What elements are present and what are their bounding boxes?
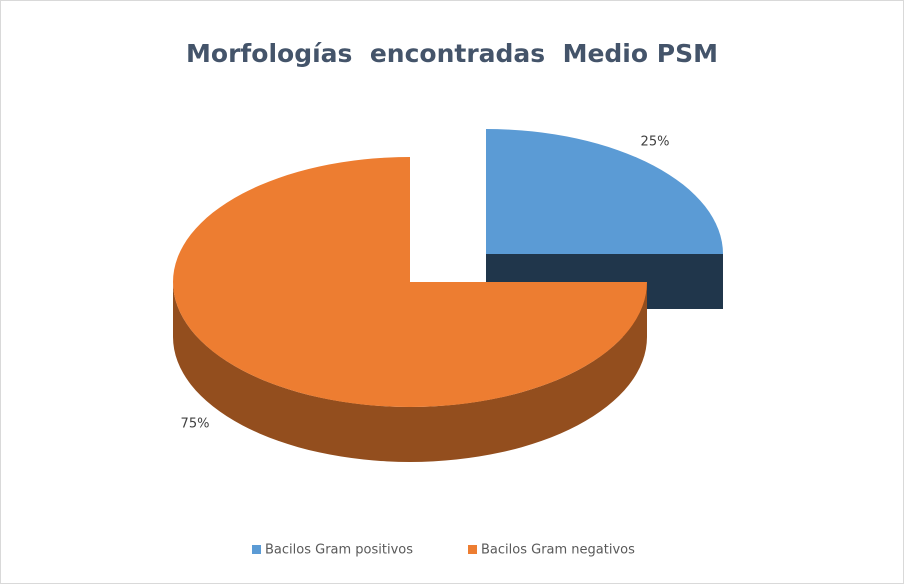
chart-title: Morfologías encontradas Medio PSM	[186, 39, 718, 68]
pie-slice	[173, 157, 647, 462]
slice-top	[486, 129, 723, 254]
slice-wall	[173, 282, 647, 462]
legend-swatch	[252, 545, 261, 554]
legend-label: Bacilos Gram negativos	[481, 543, 635, 558]
slice-top	[173, 157, 647, 407]
legend-label: Bacilos Gram positivos	[265, 543, 413, 558]
legend-swatch	[468, 545, 477, 554]
data-label: 75%	[181, 417, 210, 432]
data-label: 25%	[641, 135, 670, 150]
pie: 25% 75%	[173, 129, 723, 462]
legend: Bacilos Gram positivos Bacilos Gram negat…	[252, 543, 635, 558]
